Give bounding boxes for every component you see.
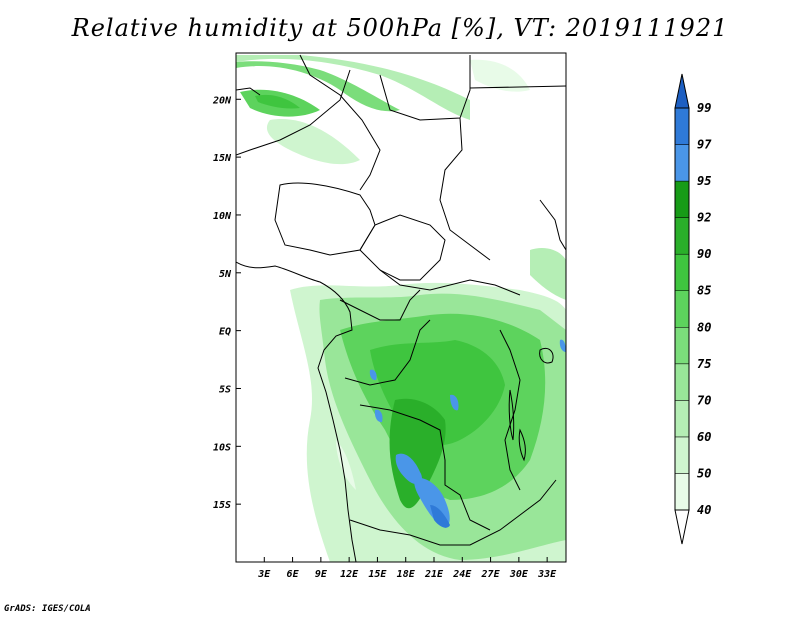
colorbar-segment [674, 253, 690, 291]
colorbar-label: 50 [697, 466, 711, 480]
lat-tick-label: 10S [213, 442, 231, 453]
colorbar-label: 75 [697, 357, 711, 371]
lon-tick-label: 3E [257, 569, 271, 580]
colorbar-label: 90 [697, 247, 711, 261]
credit-label: GrADS: IGES/COLA [4, 604, 91, 614]
lon-tick-label: 9E [315, 569, 328, 580]
lon-tick-label: 6E [287, 569, 300, 580]
lakes [508, 347, 554, 462]
colorbar-min-arrow [674, 509, 690, 545]
lon-tick-label: 30E [509, 569, 529, 580]
chart-title: Relative humidity at 500hPa [%], VT: 201… [71, 14, 729, 42]
lon-tick-label: 27E [481, 569, 501, 580]
colorbar-outline [674, 107, 690, 511]
colorbar-segment [674, 327, 690, 365]
lat-tick-label: 5S [219, 384, 231, 395]
lat-tick-label: 10N [213, 211, 232, 222]
lat-tick-label: 20N [212, 95, 232, 106]
colorbar-label: 70 [697, 393, 711, 407]
lon-axis: 3E 6E 9E 12E 15E 18E 21E 24E 27E 30E 33E [257, 557, 557, 580]
colorbar-label: 97 [697, 138, 712, 152]
humidity-field [236, 55, 566, 562]
colorbar-segment [674, 290, 690, 328]
lat-tick-label: EQ [219, 327, 231, 338]
lon-tick-label: 15E [368, 569, 387, 580]
colorbar-segment [674, 473, 690, 511]
colorbar-max-arrow [674, 73, 690, 109]
colorbar: 40 50 60 70 75 80 85 90 92 95 97 99 [674, 73, 712, 545]
country-borders [236, 54, 566, 562]
colorbar-label: 99 [697, 101, 711, 115]
lat-tick-label: 5N [219, 269, 232, 280]
lat-tick-label: 15N [213, 153, 232, 164]
colorbar-segment [674, 217, 690, 255]
colorbar-segment [674, 363, 690, 401]
colorbar-segment [674, 107, 690, 145]
colorbar-label: 40 [697, 503, 711, 517]
lon-tick-label: 33E [537, 569, 557, 580]
lon-tick-label: 18E [397, 569, 416, 580]
colorbar-label: 92 [697, 211, 711, 225]
lon-tick-label: 24E [452, 569, 472, 580]
colorbar-label: 80 [697, 320, 711, 334]
lon-tick-label: 12E [340, 569, 359, 580]
colorbar-segment [674, 436, 690, 474]
colorbar-segment [674, 144, 690, 182]
map-frame [235, 52, 567, 563]
colorbar-label: 85 [697, 284, 711, 298]
lon-tick-label: 21E [424, 569, 444, 580]
colorbar-label: 60 [697, 430, 711, 444]
colorbar-segment [674, 400, 690, 438]
lat-tick-label: 15S [213, 500, 231, 511]
colorbar-label: 95 [697, 174, 711, 188]
lat-axis: 20N 15N 10N 5N EQ 5S 10S 15S [212, 95, 241, 511]
colorbar-segment [674, 180, 690, 218]
